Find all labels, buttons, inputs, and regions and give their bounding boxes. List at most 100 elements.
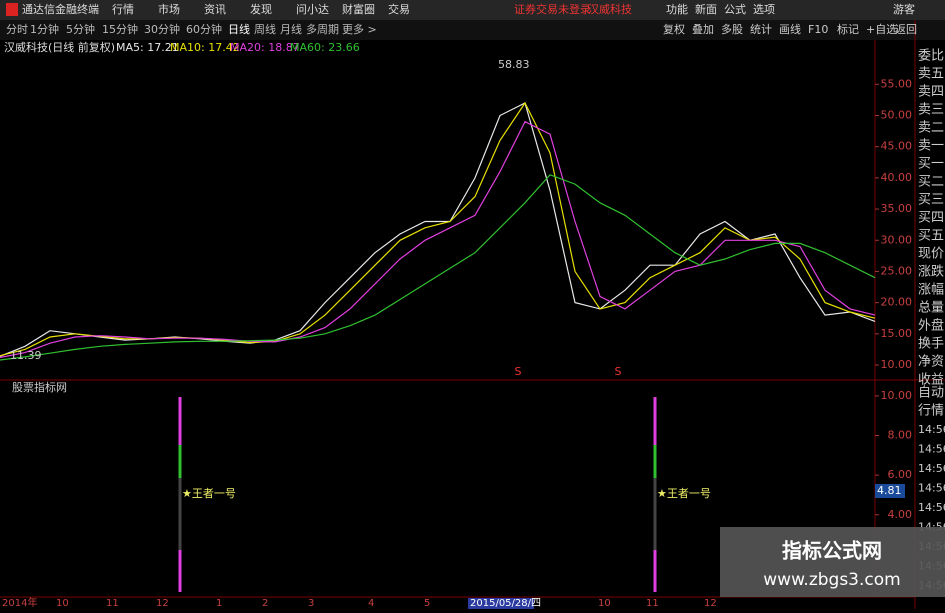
side-label: 自动 bbox=[918, 386, 944, 401]
menu-right[interactable]: 选项 bbox=[753, 3, 775, 16]
x-label: 2014年 bbox=[2, 596, 37, 609]
current-box bbox=[875, 484, 905, 498]
menu-right[interactable]: 公式 bbox=[724, 3, 746, 16]
tool-button[interactable]: 返回 bbox=[895, 23, 917, 36]
period-tab[interactable]: 5分钟 bbox=[66, 22, 95, 36]
time-label: 14:56 bbox=[918, 423, 945, 436]
quote-label: 外盘 bbox=[918, 318, 944, 334]
toolbar bbox=[0, 20, 945, 40]
x-label: 12 bbox=[156, 598, 169, 609]
signal-label: ★王者一号 bbox=[182, 487, 236, 500]
legend-entry: MA60: 23.66 bbox=[290, 41, 360, 54]
x-label: 5 bbox=[424, 598, 430, 609]
signal-bar bbox=[178, 478, 182, 550]
quote-label: 卖五 bbox=[918, 67, 944, 82]
time-label: 14:56 bbox=[918, 443, 945, 456]
x-label: 10 bbox=[56, 598, 69, 609]
signal-label: ★王者一号 bbox=[657, 487, 711, 500]
low-label: 11.39 bbox=[10, 349, 42, 362]
x-label: 12 bbox=[704, 598, 717, 609]
x-label: 11 bbox=[646, 598, 659, 609]
time-label: 14:56 bbox=[918, 501, 945, 514]
tool-button[interactable]: 多股 bbox=[721, 22, 743, 36]
quote-label: 涨跌 bbox=[918, 264, 944, 280]
signal-bar bbox=[178, 397, 182, 445]
status-text: 汉威科技 bbox=[588, 2, 632, 16]
signal-bar bbox=[178, 550, 182, 592]
x-label: 3 bbox=[308, 598, 314, 609]
chart-title: 汉威科技(日线 前复权) bbox=[4, 40, 115, 54]
period-tab[interactable]: 1分钟 bbox=[30, 22, 59, 36]
menu-item[interactable]: 交易 bbox=[388, 2, 410, 16]
menu-item[interactable]: 资讯 bbox=[204, 3, 226, 16]
tool-button[interactable]: 叠加 bbox=[692, 23, 714, 36]
ma-line bbox=[0, 102, 876, 357]
y-tick-label: 10.00 bbox=[881, 389, 913, 402]
quote-label: 换手 bbox=[918, 337, 944, 352]
period-tab[interactable]: 60分钟 bbox=[186, 22, 222, 36]
signal-bar bbox=[653, 550, 657, 592]
app-icon bbox=[6, 3, 18, 16]
side-label: 行情 bbox=[918, 404, 944, 419]
quote-label: 卖一 bbox=[918, 139, 944, 154]
period-tab[interactable]: 多周期 bbox=[306, 22, 339, 36]
x-label: 10 bbox=[598, 598, 611, 609]
signal-mark: S bbox=[615, 365, 622, 378]
menu-right[interactable]: 功能 bbox=[666, 2, 688, 16]
menu-item[interactable]: 财富圈 bbox=[342, 2, 375, 16]
signal-bar bbox=[653, 478, 657, 550]
quote-label: 卖二 bbox=[918, 121, 944, 136]
time-label: 14:56 bbox=[918, 482, 945, 495]
period-tab[interactable]: 日线 bbox=[228, 22, 250, 36]
menu-right[interactable]: 新面 bbox=[695, 2, 717, 16]
x-label: 2015/05/28/四 bbox=[470, 598, 541, 609]
tool-button[interactable]: 统计 bbox=[750, 23, 772, 36]
quote-label: 买三 bbox=[918, 193, 944, 208]
signal-bar bbox=[178, 445, 182, 478]
period-tab[interactable]: 30分钟 bbox=[144, 22, 180, 36]
tool-button[interactable]: 复权 bbox=[663, 22, 685, 36]
high-label: 58.83 bbox=[498, 58, 530, 71]
tool-button[interactable]: +自选 bbox=[866, 23, 897, 36]
x-label: 11 bbox=[106, 598, 119, 609]
y-tick-label: 50.00 bbox=[881, 108, 913, 121]
tool-button[interactable]: 标记 bbox=[837, 22, 859, 36]
period-tab[interactable]: 周线 bbox=[254, 22, 276, 36]
x-label: 2 bbox=[262, 598, 268, 609]
period-tab[interactable]: 15分钟 bbox=[102, 22, 138, 36]
quote-label: 现价 bbox=[918, 247, 944, 262]
period-tab[interactable]: 月线 bbox=[280, 22, 302, 36]
y-tick-label: 20.00 bbox=[881, 296, 913, 309]
quote-label: 买一 bbox=[918, 157, 944, 172]
y-tick-label: 45.00 bbox=[881, 140, 913, 153]
y-tick-label: 10.00 bbox=[881, 358, 913, 371]
menu-bar bbox=[0, 0, 945, 20]
y-tick-label: 55.00 bbox=[881, 77, 913, 90]
menu-item[interactable]: 发现 bbox=[250, 2, 272, 16]
tool-button[interactable]: 画线 bbox=[779, 22, 801, 36]
watermark-title: 指标公式网 bbox=[782, 539, 882, 563]
period-tab[interactable]: 更多 > bbox=[342, 22, 377, 36]
period-tab[interactable]: 分时 bbox=[6, 23, 28, 36]
app-title: 通达信金融终端 bbox=[22, 2, 99, 16]
x-label: 4 bbox=[368, 598, 374, 609]
tool-button[interactable]: F10 bbox=[808, 23, 828, 36]
menu-item[interactable]: 问小达 bbox=[296, 3, 329, 16]
x-label: 1 bbox=[216, 598, 222, 609]
y-tick-label: 25.00 bbox=[881, 264, 913, 277]
ma-line bbox=[0, 120, 876, 359]
quote-label: 涨幅 bbox=[918, 283, 944, 298]
y-tick-label: 8.00 bbox=[888, 429, 913, 442]
legend-entry: MA20: 18.87 bbox=[230, 41, 300, 54]
user: 游客 bbox=[893, 2, 915, 16]
y-tick-label: 30.00 bbox=[881, 233, 913, 246]
quote-label: 卖四 bbox=[918, 85, 944, 100]
signal-bar bbox=[653, 445, 657, 478]
menu-item[interactable]: 行情 bbox=[112, 3, 134, 16]
quote-label: 委比 bbox=[918, 49, 944, 64]
quote-label: 卖三 bbox=[918, 103, 944, 118]
menu-item[interactable]: 市场 bbox=[158, 2, 180, 16]
y-tick-label: 6.00 bbox=[888, 468, 913, 481]
y-tick-label: 40.00 bbox=[881, 171, 913, 184]
